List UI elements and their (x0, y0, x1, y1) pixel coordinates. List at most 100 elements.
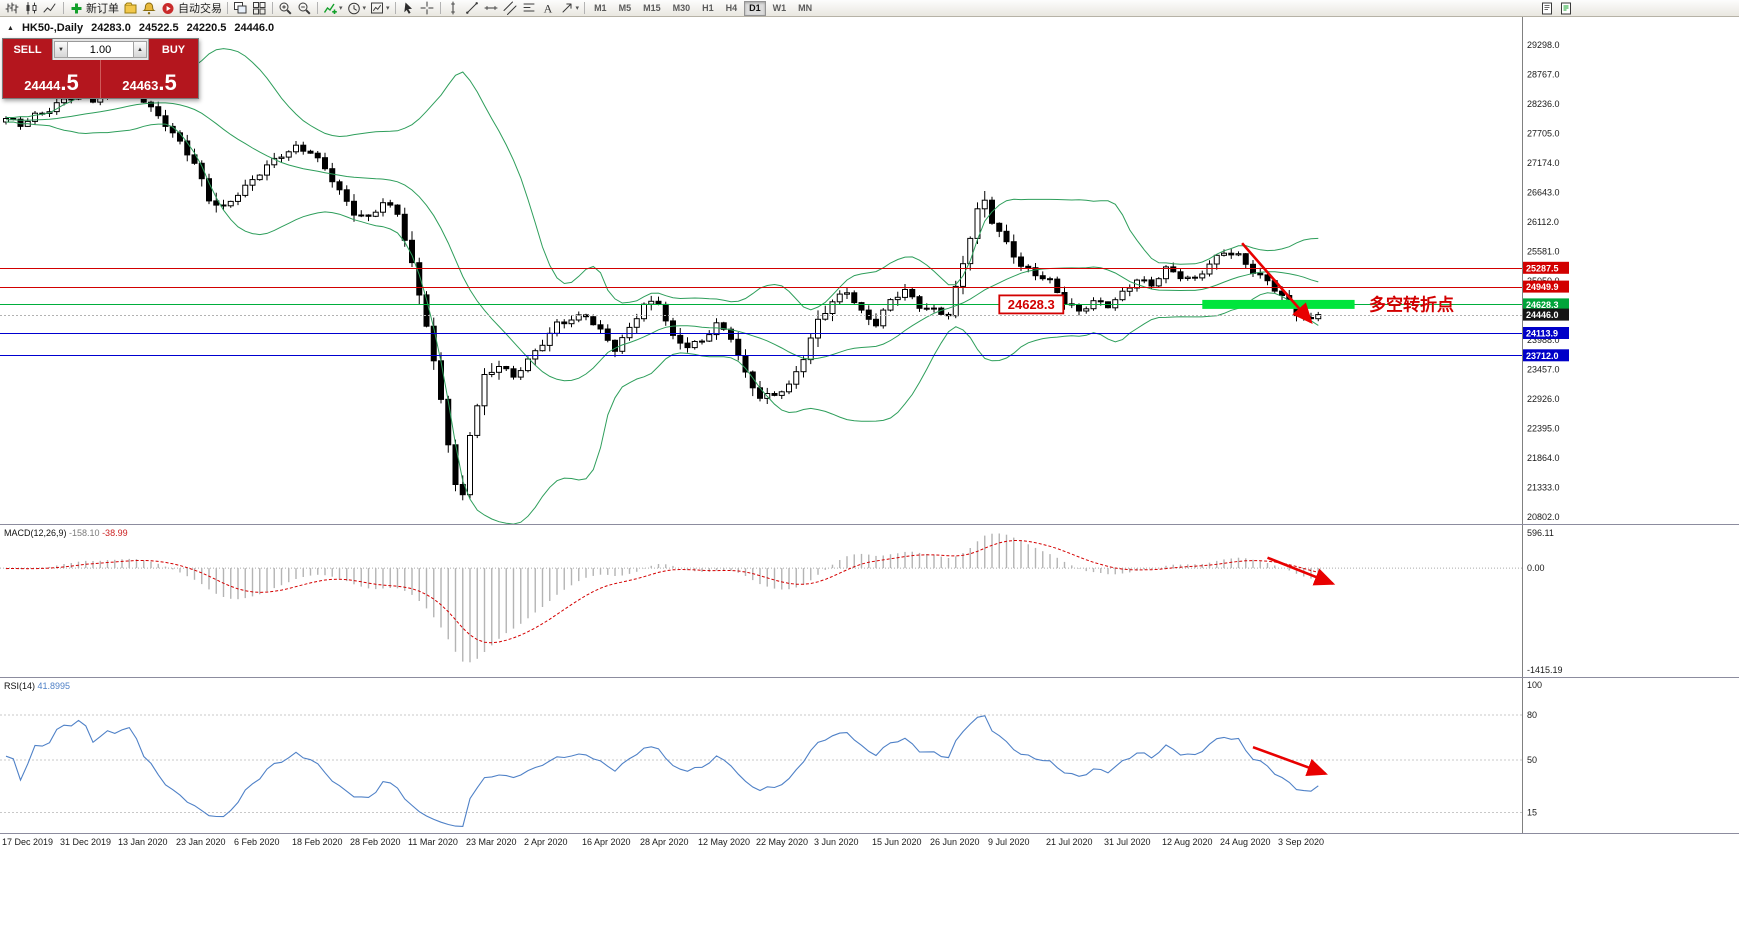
volume-box: ▼ ▲ (52, 39, 149, 60)
profiles-icon (124, 2, 137, 13)
price-chart-canvas[interactable]: 24628.3 多空转折点 29298.0 28767.0 28236.0 27705.0… (0, 17, 1739, 944)
volume-input[interactable] (68, 41, 133, 58)
timeframe-w1-button[interactable]: W1 (772, 3, 787, 13)
bollinger-upper-band (6, 48, 1319, 311)
toolbar-crosshair-tool-button[interactable] (418, 0, 437, 16)
buy-price[interactable]: 24463.5 (101, 60, 198, 98)
date-tick-label: 2 Apr 2020 (524, 837, 568, 847)
toolbar-separator (439, 2, 441, 14)
turning-point-label[interactable]: 多空转折点 (1369, 294, 1454, 314)
timeframe-m30-button[interactable]: M30 (672, 3, 691, 13)
chart-candle-icon (26, 1, 37, 14)
toolbar: 新订单 自动交易 ▾ ▾ ▾ A ▾ M1 M5 M15 M30 H1 H4 D1 W1 MN (0, 0, 1739, 17)
chart-bar-icon (5, 2, 19, 13)
channel-icon (503, 1, 517, 15)
toolbar-cascade-windows-button[interactable] (231, 0, 250, 16)
toolbar-auto-trading-button[interactable]: 自动交易 (159, 0, 224, 16)
timeframe-mn-button[interactable]: MN (798, 3, 813, 13)
toolbar-vertical-line-tool-button[interactable] (444, 0, 463, 16)
price-tag-text: 24446.0 (1526, 310, 1559, 320)
buy-button[interactable]: BUY (149, 39, 198, 60)
toolbar-bar-chart-button[interactable] (3, 0, 22, 16)
price-tick-label: 28236.0 (1527, 99, 1560, 109)
svg-text:A: A (543, 1, 552, 15)
toolbar-data-window-button[interactable] (1538, 0, 1557, 16)
toolbar-zoom-out-button[interactable] (295, 0, 314, 16)
timeframe-h4-button[interactable]: H4 (725, 3, 738, 13)
sell-button[interactable]: SELL (3, 39, 52, 60)
cascade-icon (234, 1, 247, 13)
rsi-axis-label: 15 (1527, 808, 1537, 818)
price-tag-text: 23712.0 (1526, 351, 1559, 361)
date-tick-label: 23 Jan 2020 (176, 837, 226, 847)
one-click-collapse-icon[interactable]: ▲ (7, 24, 14, 32)
date-tick-label: 15 Jun 2020 (872, 837, 922, 847)
trend-arrow[interactable] (1241, 242, 1313, 325)
toolbar-profiles-button[interactable] (121, 0, 140, 16)
volume-decrease-button[interactable]: ▼ (54, 41, 68, 58)
toolbar-horizontal-line-tool-button[interactable] (482, 0, 501, 16)
toolbar-separator (63, 2, 64, 14)
price-tick-label: 22926.0 (1527, 394, 1560, 404)
ohlc-low: 24220.5 (186, 22, 227, 34)
toolbar-line-chart-button[interactable] (41, 0, 60, 16)
price-tag-text: 24628.3 (1526, 300, 1559, 310)
toolbar-fibonacci-tool-button[interactable] (520, 0, 539, 16)
macd-label: MACD(12,26,9) -158.10 -38.99 (4, 528, 128, 538)
indicators-icon (323, 3, 337, 14)
sell-price[interactable]: 24444.5 (3, 60, 101, 98)
chart-line-icon (43, 3, 56, 12)
templates-icon (371, 2, 384, 13)
date-tick-label: 12 May 2020 (698, 837, 750, 847)
toolbar-cursor-tool-button[interactable] (399, 0, 418, 16)
trade-price-row: 24444.5 24463.5 (3, 60, 198, 98)
toolbar-candlestick-chart-button[interactable] (22, 0, 41, 16)
price-tick-label: 28767.0 (1527, 70, 1560, 80)
arrows-icon (562, 3, 572, 12)
toolbar-templates-button[interactable]: ▾ (368, 0, 392, 16)
rsi-line (5, 715, 1319, 827)
timeframe-m5-button[interactable]: M5 (618, 3, 632, 13)
toolbar-alerts-button[interactable] (140, 0, 159, 16)
timeframe-m15-button[interactable]: M15 (643, 3, 661, 13)
price-tick-label: 27705.0 (1527, 129, 1560, 139)
macd-axis-min: -1415.19 (1527, 665, 1563, 675)
date-tick-label: 9 Jul 2020 (988, 837, 1030, 847)
date-tick-label: 22 May 2020 (756, 837, 808, 847)
doc-icon (1542, 2, 1552, 14)
alerts-icon (142, 1, 156, 14)
rsi-axis-label: 50 (1527, 755, 1537, 765)
price-tick-label: 21864.0 (1527, 453, 1560, 463)
toolbar-zoom-in-button[interactable] (276, 0, 295, 16)
timeframe-h1-button[interactable]: H1 (702, 3, 714, 13)
toolbar-text-tool-button[interactable]: A (539, 0, 558, 16)
volume-increase-button[interactable]: ▲ (133, 41, 147, 58)
cursor-icon (403, 2, 412, 14)
timeframe-m1-button[interactable]: M1 (594, 3, 607, 13)
price-tick-label: 21333.0 (1527, 483, 1560, 493)
toolbar-tile-windows-button[interactable] (250, 0, 269, 16)
date-tick-label: 3 Jun 2020 (814, 837, 859, 847)
toolbar-arrows-tool-button[interactable]: ▾ (558, 0, 582, 16)
toolbar-channel-tool-button[interactable] (501, 0, 520, 16)
price-annotation-text: 24628.3 (1008, 297, 1055, 312)
price-tick-label: 29298.0 (1527, 40, 1560, 50)
macd-signal-line (5, 539, 1319, 644)
date-tick-label: 31 Jul 2020 (1104, 837, 1151, 847)
one-click-trading-widget: SELL ▼ ▲ BUY 24444.5 24463.5 (2, 38, 199, 99)
toolbar-strategy-tester-button[interactable] (1557, 0, 1576, 16)
toolbar-trendline-tool-button[interactable] (463, 0, 482, 16)
toolbar-new-order-button[interactable]: 新订单 (67, 0, 121, 16)
macd-arrow[interactable] (1267, 556, 1336, 586)
chart-caption: ▲ HK50-,Daily 24283.0 24522.5 24220.5 24… (7, 22, 274, 34)
toolbar-indicators-button[interactable]: ▾ (321, 0, 345, 16)
price-tag (1523, 280, 1569, 293)
toolbar-periods-button[interactable]: ▾ (345, 0, 369, 16)
price-annotation-box[interactable] (998, 294, 1065, 315)
rsi-arrow[interactable] (1252, 745, 1328, 776)
timeframe-d1-button[interactable]: D1 (744, 0, 766, 16)
support-zone-highlight[interactable] (1202, 299, 1355, 309)
text-icon: A (543, 1, 552, 15)
date-tick-label: 12 Aug 2020 (1162, 837, 1213, 847)
toolbar-separator (584, 2, 586, 14)
